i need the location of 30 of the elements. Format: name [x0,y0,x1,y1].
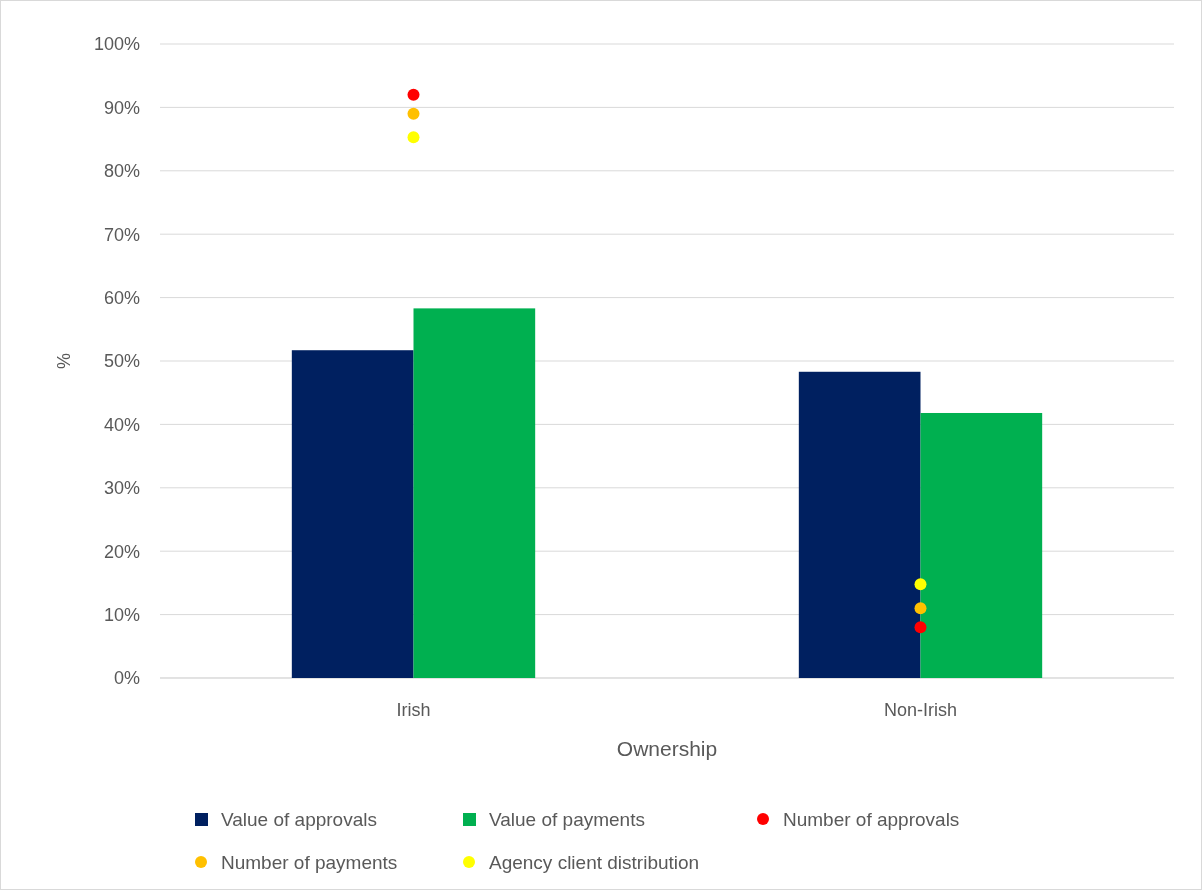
point [407,107,420,120]
point [914,602,927,615]
y-tick-label: 10% [103,604,140,625]
y-tick-label: 20% [103,541,140,562]
y-tick-label: 90% [103,97,140,118]
bar [798,371,921,678]
legend-label: Agency client distribution [489,851,700,873]
y-axis-title: % [54,352,74,370]
point [407,88,420,101]
legend-label: Number of payments [221,851,398,873]
bar [413,308,536,678]
point [914,578,927,591]
y-tick-label: 100% [93,34,140,55]
bar [920,412,1043,678]
point [914,621,927,634]
y-tick-label: 40% [103,414,140,435]
x-tick-label: Non-Irish [883,700,958,720]
y-tick-label: 0% [113,668,140,689]
point [407,131,420,144]
y-tick-label: 60% [103,287,140,308]
y-tick-label: 50% [103,351,140,372]
bar [291,350,414,678]
y-tick-label: 30% [103,478,140,499]
legend-label: Value of approvals [221,808,377,830]
y-tick-label: 70% [103,224,140,245]
x-tick-label: Irish [396,700,431,720]
y-tick-label: 80% [103,161,140,182]
legend-label: Number of approvals [783,808,960,830]
legend-label: Value of payments [489,808,645,830]
x-axis-title: Ownership [616,737,718,760]
